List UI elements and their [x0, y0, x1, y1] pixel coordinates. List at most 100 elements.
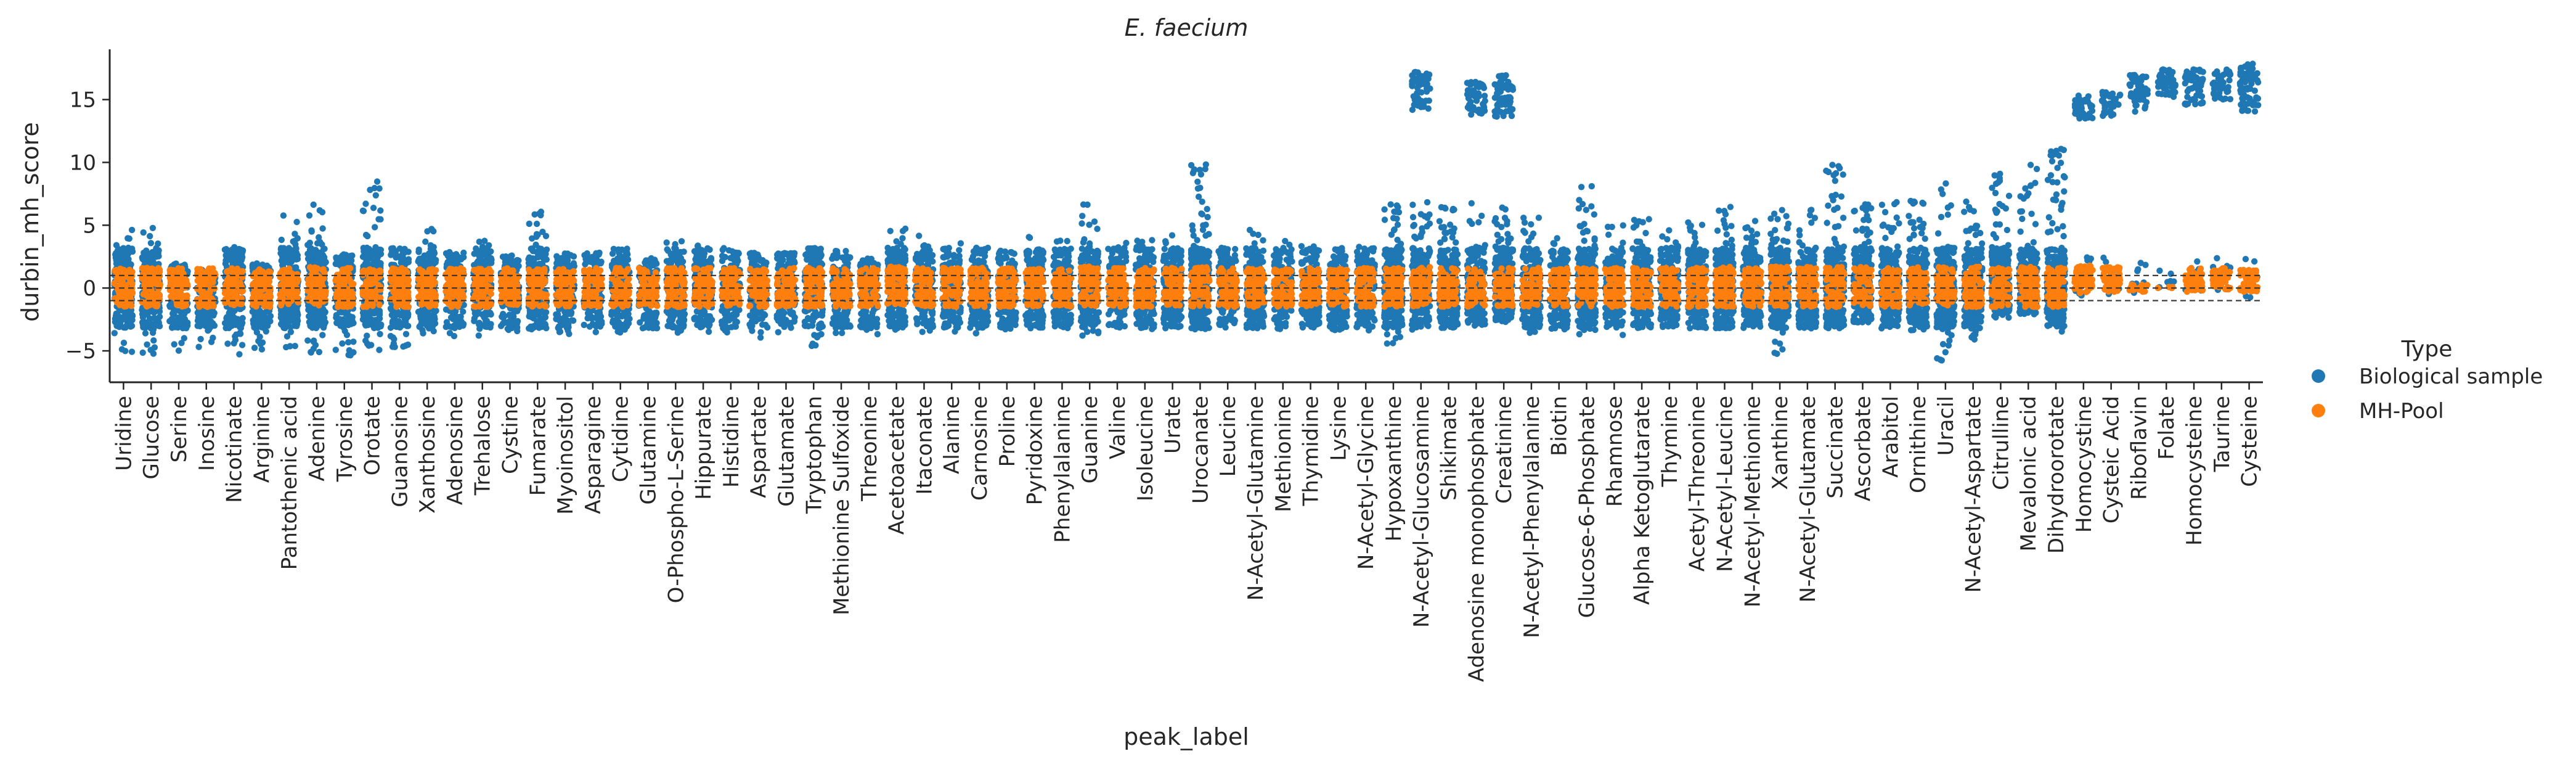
- bio-points-4-point: [234, 318, 240, 324]
- bio-points-6-point: [294, 235, 301, 242]
- bio-points-7-point: [310, 338, 317, 345]
- bio-points-18-point: [623, 248, 630, 255]
- bio-points-20-point: [672, 240, 679, 248]
- bio-points-2-point: [183, 325, 190, 332]
- bio-points-8-point: [350, 338, 357, 345]
- bio-points-15-point: [531, 211, 538, 218]
- bio-points-24-point: [787, 309, 794, 316]
- bio-points-29-point: [916, 232, 923, 239]
- bio-points-10-point: [391, 250, 397, 258]
- bio-points-10-point: [389, 318, 396, 325]
- bio-points-0-point: [127, 323, 134, 330]
- bio-points-4-point: [237, 329, 243, 337]
- bio-points-4-point: [232, 337, 239, 343]
- bio-points-22-point: [732, 257, 738, 264]
- bio-points-3-point: [208, 338, 215, 345]
- bio-points-19-point: [648, 322, 655, 329]
- bio-points-28-point: [886, 318, 892, 324]
- bio-points-0-point: [129, 311, 136, 319]
- bio-points-16-point: [565, 250, 571, 257]
- bio-points-28-point: [902, 246, 908, 253]
- bio-points-17-point: [597, 321, 605, 328]
- bio-points-0-point: [117, 253, 124, 260]
- bio-points-8-point: [350, 349, 357, 356]
- bio-points-27-point: [869, 310, 876, 316]
- bio-points-7-point: [304, 255, 312, 262]
- bio-points-15-point: [533, 310, 540, 317]
- bio-points-17-point: [593, 309, 601, 316]
- bio-points-9-point: [373, 178, 381, 185]
- bio-points-6-point: [287, 343, 293, 350]
- bio-points-10-point: [400, 343, 407, 350]
- bio-points-10-point: [405, 322, 412, 329]
- bio-points-12-point: [456, 313, 463, 321]
- bio-points-2-point: [171, 341, 177, 348]
- bio-points-25-point: [816, 322, 823, 329]
- bio-points-23-point: [753, 309, 760, 316]
- bio-points-6-point: [292, 319, 299, 326]
- bio-points-14-point: [507, 253, 514, 260]
- bio-points-9-point: [361, 310, 368, 316]
- bio-points-2-point: [171, 318, 178, 325]
- bio-points-15-point: [542, 321, 549, 329]
- bio-points-27-point: [874, 330, 881, 338]
- bio-points-8-point: [339, 340, 346, 347]
- bio-points-6-point: [293, 245, 300, 252]
- bio-points-29-point: [929, 258, 936, 265]
- bio-points-17-point: [589, 253, 595, 261]
- bio-points-10-point: [402, 330, 410, 337]
- bio-points-0-point: [122, 348, 129, 355]
- bio-points-22-point: [725, 247, 733, 254]
- bio-points-28-point: [886, 251, 893, 258]
- bio-points-27-point: [862, 324, 869, 331]
- bio-points-1-point: [156, 313, 163, 320]
- bio-points-5-point: [264, 322, 271, 329]
- bio-points-25-point: [810, 258, 817, 265]
- bio-points-15-point: [537, 211, 544, 219]
- bio-points-25-point: [815, 332, 822, 339]
- bio-points-4-point: [228, 251, 235, 258]
- bio-points-29-point: [913, 315, 920, 322]
- bio-points-10-point: [397, 253, 404, 260]
- bio-points-8-point: [344, 316, 351, 322]
- bio-points-1-point: [140, 229, 147, 236]
- bio-points-29-point: [914, 321, 921, 327]
- bio-points-18-point: [615, 246, 622, 253]
- bio-points-9-point: [373, 253, 380, 260]
- bio-points-8-point: [339, 252, 346, 259]
- bio-points-17-point: [583, 258, 590, 265]
- bio-points-13-point: [483, 311, 490, 318]
- bio-points-9-point: [377, 216, 384, 223]
- bio-points-1-point: [155, 322, 163, 329]
- bio-points-22-point: [732, 319, 739, 327]
- bio-points-28-point: [892, 256, 899, 264]
- bio-points-3-point: [197, 335, 204, 343]
- bio-points-10-point: [387, 324, 394, 331]
- bio-points-1-point: [149, 321, 155, 328]
- bio-points-27-point: [863, 258, 871, 265]
- bio-points-9-point: [377, 247, 385, 253]
- bio-points-7-point: [319, 225, 326, 232]
- bio-points-0-point: [128, 226, 136, 234]
- bio-points-29-point: [924, 318, 931, 325]
- bio-points-5-point: [258, 346, 266, 353]
- bio-points-1-point: [153, 253, 160, 260]
- bio-points-25-point: [809, 322, 816, 329]
- bio-points-8-point: [345, 254, 353, 261]
- bio-points-4-point: [224, 319, 230, 326]
- bio-points-15-point: [535, 319, 542, 326]
- bio-points-9-point: [377, 207, 384, 214]
- bio-points-22-point: [719, 252, 726, 260]
- bio-points-13-point: [481, 258, 487, 265]
- bio-points-28-point: [887, 228, 894, 234]
- bio-points-12-point: [447, 314, 455, 321]
- bio-points-22-point: [722, 316, 728, 322]
- bio-points-3-point: [195, 343, 202, 350]
- bio-points-6-point: [293, 218, 300, 226]
- bio-points-28-point: [898, 314, 905, 321]
- bio-points-0-point: [115, 312, 121, 319]
- bio-points-9-point: [367, 250, 373, 257]
- bio-points-9-point: [376, 347, 383, 353]
- bio-points-24-point: [781, 251, 788, 258]
- bio-points-8-point: [343, 332, 351, 338]
